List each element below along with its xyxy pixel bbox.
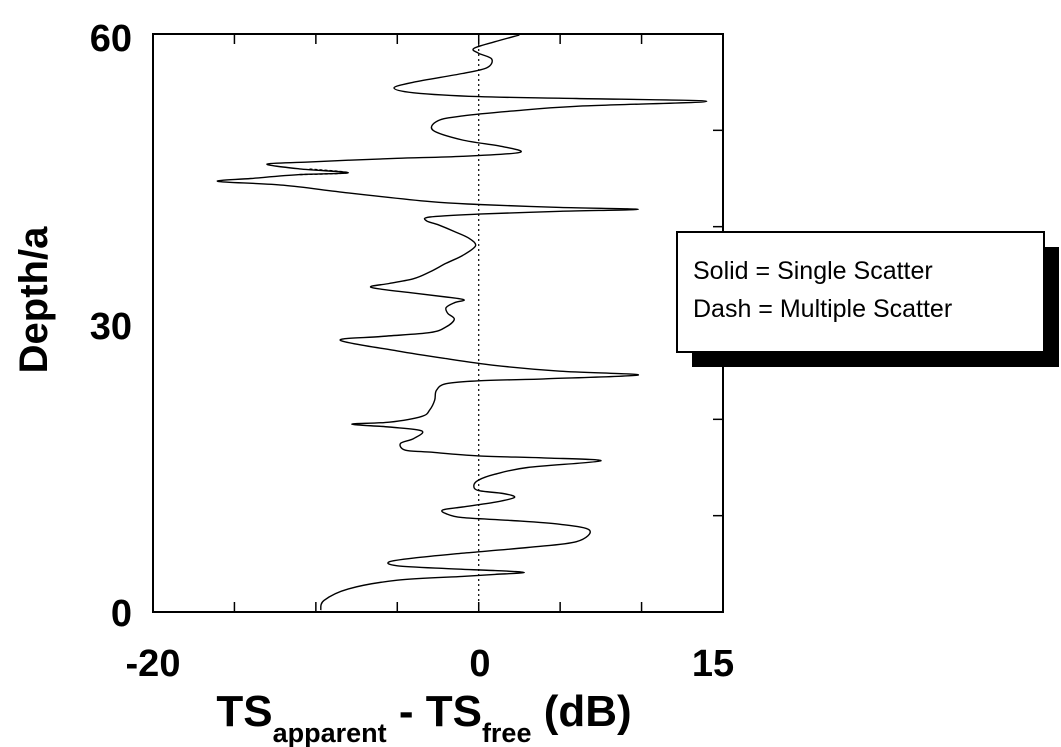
legend-box (676, 231, 1045, 353)
y-tick-label-30: 30 (90, 306, 132, 348)
y-tick-label-0: 0 (111, 593, 132, 635)
minor-ticks (233, 34, 723, 612)
series-single-scatter (216, 34, 708, 611)
legend-dash-label: Dash = Multiple Scatter (693, 295, 952, 323)
x-axis-title-sub-1: apparent (273, 718, 387, 747)
x-axis-title-sub-2: free (482, 718, 532, 747)
x-tick-label-neg20: -20 (126, 643, 181, 685)
legend-solid-label: Solid = Single Scatter (693, 257, 933, 285)
x-axis-title-part-2: - TS (387, 687, 482, 736)
x-axis-title: TSapparent - TSfree (dB) (216, 687, 631, 747)
x-axis-title-part-1: TS (216, 687, 272, 736)
x-tick-label-15: 15 (692, 643, 734, 685)
x-axis-title-part-3: (dB) (531, 687, 631, 736)
y-tick-label-60: 60 (90, 18, 132, 60)
x-tick-label-0: 0 (469, 643, 490, 685)
series-multiple-scatter (299, 168, 350, 176)
series-layer (216, 34, 708, 611)
y-axis-title: Depth/a (12, 226, 56, 373)
